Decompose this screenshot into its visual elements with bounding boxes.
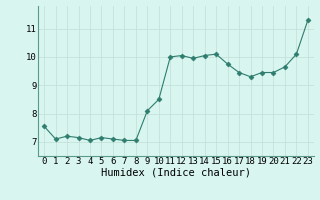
X-axis label: Humidex (Indice chaleur): Humidex (Indice chaleur) [101,168,251,178]
